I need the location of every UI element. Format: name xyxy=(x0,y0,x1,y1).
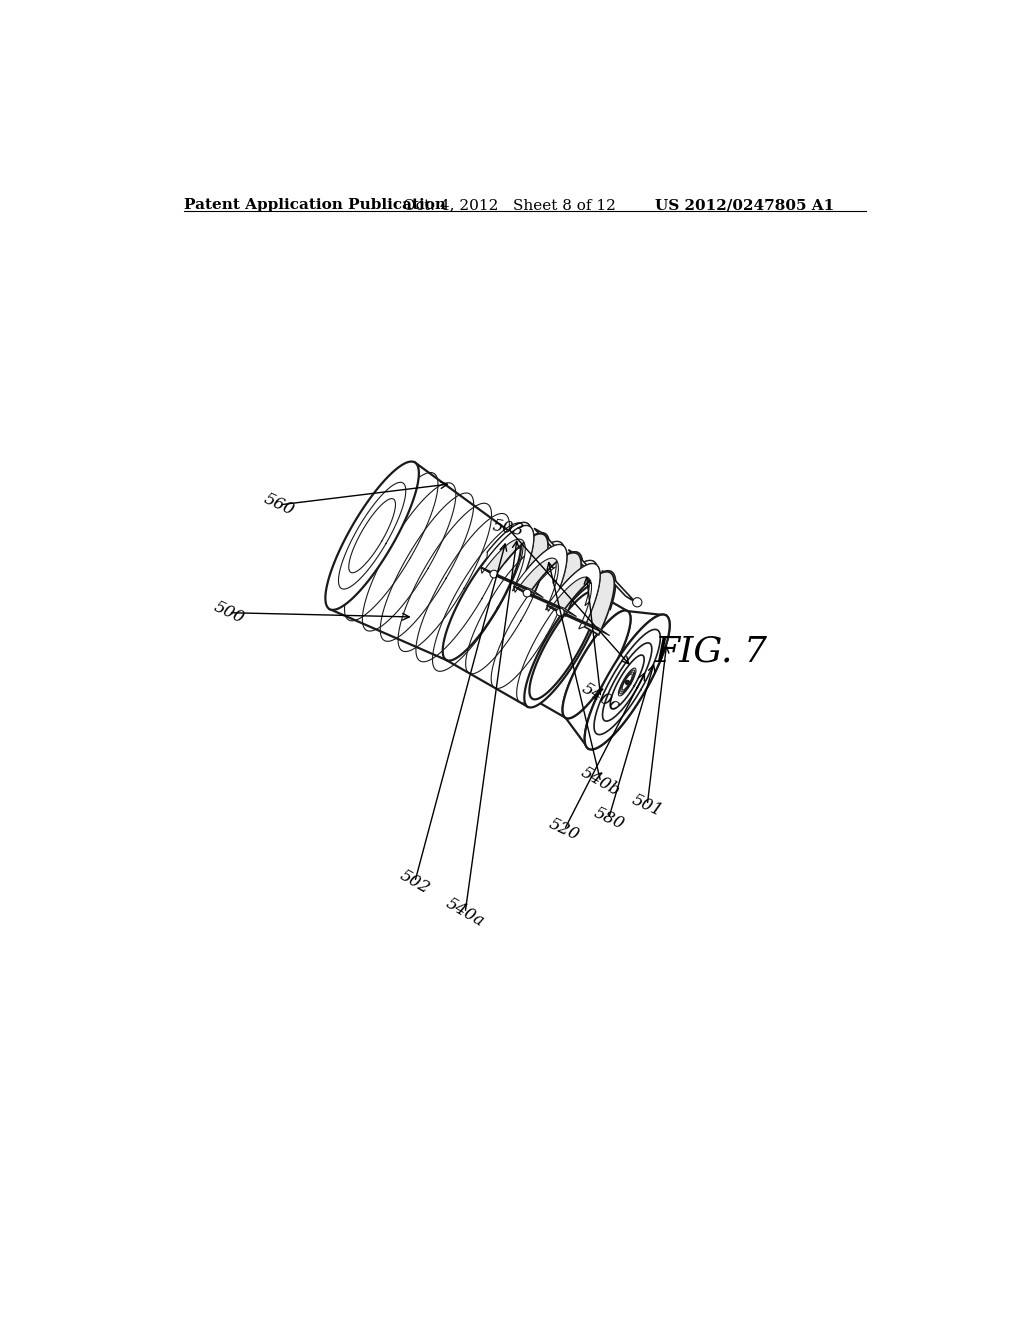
Polygon shape xyxy=(344,473,438,620)
Polygon shape xyxy=(547,564,614,635)
Text: 503: 503 xyxy=(490,517,525,539)
Text: 580: 580 xyxy=(591,805,627,833)
Circle shape xyxy=(523,589,531,597)
Text: 540c: 540c xyxy=(579,680,623,715)
Polygon shape xyxy=(487,523,549,562)
Polygon shape xyxy=(559,561,598,606)
Text: FIG. 7: FIG. 7 xyxy=(655,634,768,668)
Polygon shape xyxy=(326,462,419,610)
Polygon shape xyxy=(481,525,534,591)
Text: US 2012/0247805 A1: US 2012/0247805 A1 xyxy=(655,198,835,213)
Polygon shape xyxy=(432,523,526,672)
Polygon shape xyxy=(514,586,567,612)
Circle shape xyxy=(633,598,642,607)
Text: 540a: 540a xyxy=(442,895,487,931)
Polygon shape xyxy=(585,615,670,750)
Polygon shape xyxy=(520,585,544,598)
Polygon shape xyxy=(547,606,600,631)
Polygon shape xyxy=(602,570,641,605)
Polygon shape xyxy=(481,568,535,593)
Text: Patent Application Publication: Patent Application Publication xyxy=(183,198,445,213)
Polygon shape xyxy=(585,615,670,750)
Polygon shape xyxy=(525,541,583,586)
Polygon shape xyxy=(529,591,597,700)
Polygon shape xyxy=(547,564,600,628)
Polygon shape xyxy=(362,483,456,631)
Circle shape xyxy=(565,556,574,565)
Polygon shape xyxy=(561,561,615,610)
Polygon shape xyxy=(380,492,474,642)
Polygon shape xyxy=(514,545,582,616)
Polygon shape xyxy=(517,579,595,704)
Text: 520: 520 xyxy=(546,816,583,845)
Circle shape xyxy=(556,609,564,616)
Polygon shape xyxy=(492,565,569,689)
Polygon shape xyxy=(398,503,492,652)
Text: Oct. 4, 2012   Sheet 8 of 12: Oct. 4, 2012 Sheet 8 of 12 xyxy=(403,198,616,213)
Text: 501: 501 xyxy=(629,791,666,820)
Polygon shape xyxy=(586,623,609,636)
Polygon shape xyxy=(481,525,548,597)
Polygon shape xyxy=(524,583,602,708)
Circle shape xyxy=(599,577,608,586)
Polygon shape xyxy=(523,541,564,583)
Text: 502: 502 xyxy=(396,867,433,898)
Polygon shape xyxy=(529,591,597,700)
Polygon shape xyxy=(486,523,531,561)
Circle shape xyxy=(490,570,498,578)
Polygon shape xyxy=(514,545,567,610)
Polygon shape xyxy=(416,513,509,661)
Text: 540b: 540b xyxy=(579,764,624,800)
Polygon shape xyxy=(442,536,521,660)
Polygon shape xyxy=(553,603,577,616)
Polygon shape xyxy=(568,549,607,583)
Polygon shape xyxy=(535,528,572,562)
Polygon shape xyxy=(562,611,631,718)
Polygon shape xyxy=(466,549,544,673)
Text: 500: 500 xyxy=(211,598,247,627)
Text: 560: 560 xyxy=(261,491,297,519)
Polygon shape xyxy=(562,611,631,718)
